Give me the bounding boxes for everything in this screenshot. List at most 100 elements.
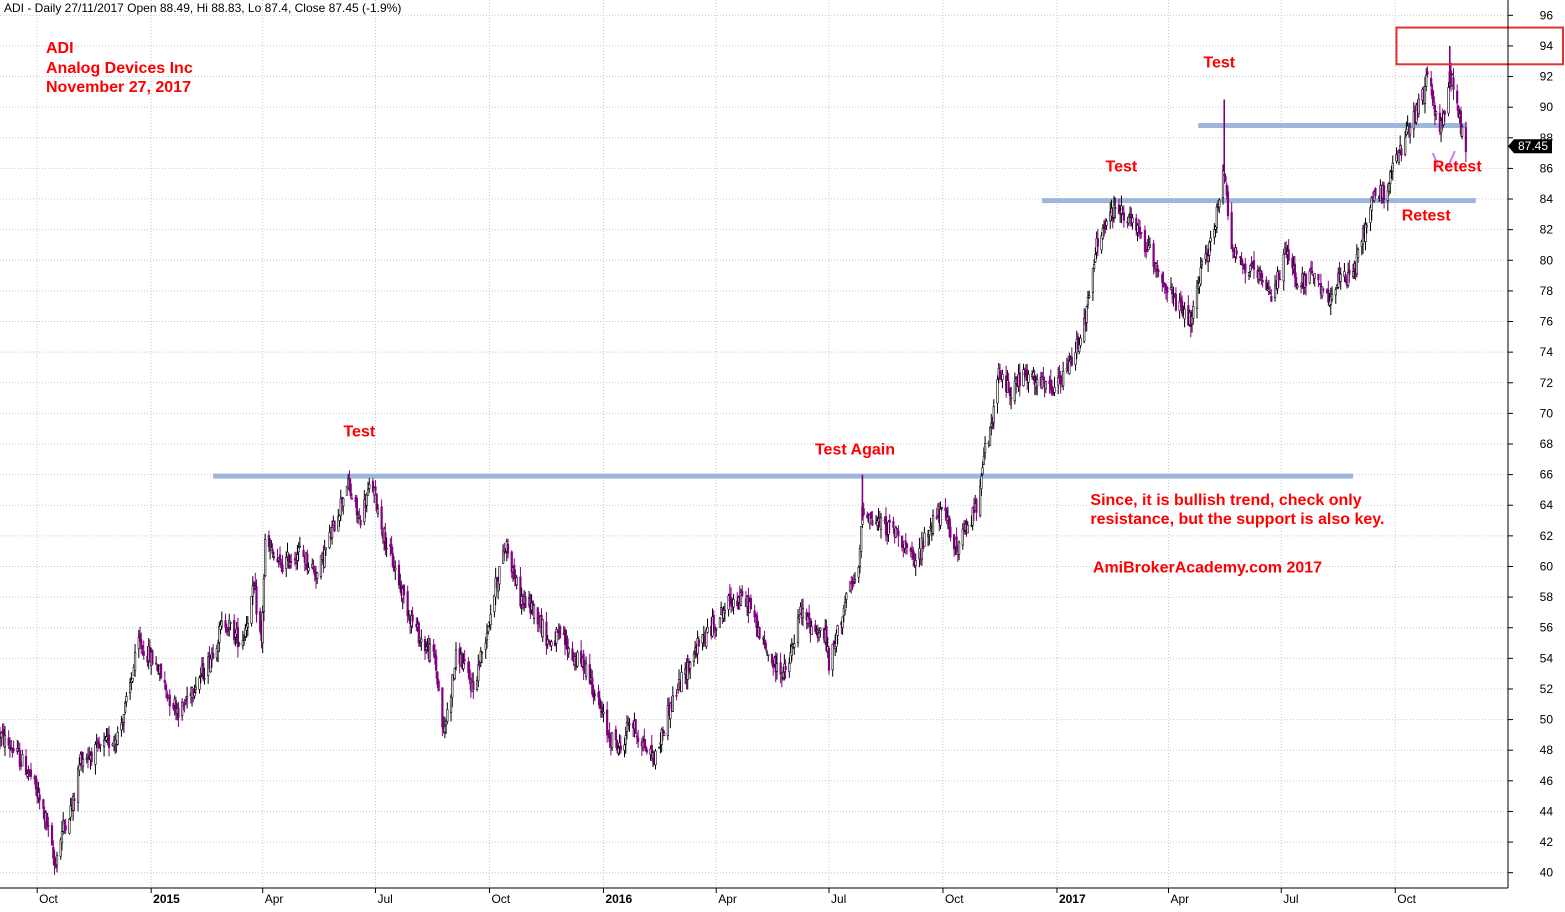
x-tick-label: Oct — [945, 892, 964, 906]
candle-body — [1461, 126, 1464, 137]
candle-body — [815, 629, 818, 631]
candle-body — [330, 527, 334, 538]
candle-body — [391, 553, 394, 568]
candle-body — [949, 526, 952, 538]
candle-body — [1339, 273, 1342, 282]
candle-body — [819, 627, 822, 631]
candle-body — [76, 768, 80, 803]
candle-body — [1079, 337, 1082, 346]
candle-body — [1172, 296, 1175, 299]
candle-body — [666, 705, 669, 737]
candle-body — [1447, 87, 1450, 114]
candle-body — [0, 732, 3, 738]
candle-body — [1293, 263, 1296, 278]
candle-body — [73, 798, 76, 802]
candle-body — [1199, 267, 1202, 285]
candle-body — [1221, 170, 1225, 199]
candle-body — [328, 532, 331, 548]
candle-body — [697, 639, 700, 647]
candle-body — [732, 599, 735, 608]
candle-body — [1386, 190, 1389, 201]
y-tick-label: 86 — [1540, 161, 1554, 175]
candle-body — [1442, 112, 1445, 126]
candle-body — [281, 564, 284, 572]
candle-body — [140, 639, 143, 650]
candle-body — [1036, 379, 1039, 387]
candle-body — [18, 749, 21, 767]
candle-body — [436, 671, 439, 685]
candle-body — [798, 616, 801, 619]
candle-body — [558, 626, 562, 638]
candle-body — [8, 746, 12, 749]
candle-body — [155, 662, 158, 665]
candle-body — [654, 750, 657, 766]
candle-body — [437, 680, 440, 692]
y-tick-label: 54 — [1540, 651, 1554, 665]
candle-body — [137, 637, 140, 650]
y-tick-label: 78 — [1540, 284, 1554, 298]
candle-body — [767, 654, 770, 656]
candle-body — [929, 526, 932, 529]
candle-body — [1267, 288, 1270, 292]
candle-body — [582, 653, 585, 671]
candle-body — [897, 530, 900, 537]
candle-body — [712, 614, 715, 625]
candle-body — [1208, 242, 1211, 256]
candle-body — [556, 630, 559, 633]
candle-body — [1068, 360, 1071, 374]
candle-body — [992, 406, 995, 424]
candle-body — [676, 689, 679, 694]
candle-body — [784, 666, 787, 671]
candle-body — [504, 551, 507, 554]
candle-body — [1244, 263, 1247, 274]
candle-body — [1088, 295, 1091, 298]
candle-body — [506, 543, 510, 554]
candle-body — [764, 642, 767, 650]
candle-body — [233, 620, 236, 641]
candle-body — [90, 751, 93, 763]
candle-body — [402, 584, 406, 596]
candle-body — [1239, 256, 1242, 258]
candle-body — [323, 549, 326, 568]
candle-body — [186, 696, 189, 699]
candle-body — [295, 562, 298, 564]
candle-body — [1240, 258, 1243, 266]
candle-body — [1311, 270, 1314, 274]
candle-body — [1042, 376, 1045, 381]
candle-body — [125, 696, 128, 703]
candle-body — [831, 643, 834, 671]
candle-body — [888, 519, 891, 523]
candle-body — [914, 559, 917, 567]
candle-body — [1008, 388, 1011, 396]
candle-body — [375, 494, 378, 512]
candle-body — [1157, 270, 1160, 272]
annotation-label: Test — [1106, 158, 1138, 175]
candle-body — [342, 498, 345, 507]
candle-body — [1207, 255, 1210, 262]
x-tick-label: Oct — [1397, 892, 1416, 906]
candle-body — [566, 638, 569, 651]
candle-body — [1260, 270, 1263, 279]
candle-body — [1100, 235, 1103, 251]
candle-body — [634, 719, 637, 734]
candle-body — [1278, 278, 1282, 281]
candle-body — [385, 547, 388, 550]
candle-body — [606, 709, 609, 736]
candle-body — [817, 632, 821, 638]
candle-body — [1327, 289, 1330, 303]
y-tick-label: 52 — [1540, 682, 1554, 696]
candle-body — [63, 820, 66, 825]
candle-body — [1200, 261, 1204, 266]
x-tick-label: Oct — [39, 892, 58, 906]
candle-body — [124, 702, 127, 713]
candle-body — [1096, 238, 1099, 247]
candle-body — [1308, 270, 1311, 284]
candle-body — [417, 622, 420, 644]
candle-body — [658, 747, 661, 749]
candle-body — [982, 455, 985, 465]
candle-body — [545, 621, 548, 646]
candle-body — [515, 577, 518, 586]
note-line: resistance, but the support is also key. — [1090, 511, 1384, 528]
candle-body — [243, 637, 246, 640]
candle-body — [24, 756, 28, 775]
